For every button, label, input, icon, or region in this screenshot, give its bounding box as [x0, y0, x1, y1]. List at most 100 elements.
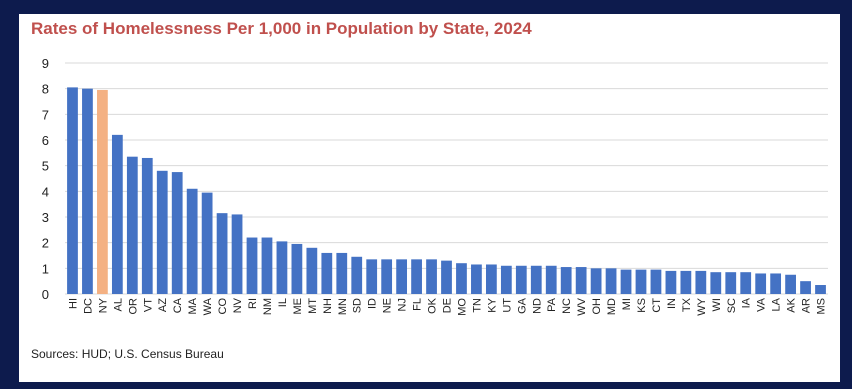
x-tick-label: WY	[696, 297, 708, 315]
x-tick-label: NE	[382, 298, 394, 313]
bar-wv	[575, 267, 587, 294]
bar-ct	[650, 269, 662, 294]
bar-al	[111, 134, 123, 294]
bar-il	[276, 241, 288, 294]
x-tick-label: WV	[576, 297, 588, 315]
x-tick-label: AK	[786, 297, 798, 312]
x-tick-label: AL	[112, 298, 124, 311]
bar-oh	[590, 268, 602, 294]
bar-ma	[186, 188, 198, 294]
y-tick-label: 1	[42, 261, 49, 276]
x-tick-label: RI	[247, 298, 259, 309]
x-tick-label: MA	[187, 297, 199, 314]
x-tick-label: KS	[636, 298, 648, 313]
bar-ak	[785, 274, 796, 294]
bar-ne	[381, 259, 393, 294]
x-tick-label: WI	[711, 298, 723, 311]
y-tick-label: 4	[42, 184, 49, 199]
bar-me	[291, 243, 303, 294]
x-tick-label: VT	[142, 298, 154, 312]
x-tick-label: MT	[307, 298, 319, 314]
x-tick-label: AR	[801, 298, 813, 313]
bar-chart: 0 1 2 3 4 5 6 7 8 9 HI DC NY AL OR VT AZ CA MA WA CO NV RI NM IL…	[42, 56, 828, 316]
x-tick-label: NM	[262, 298, 274, 315]
y-tick-label: 6	[42, 133, 49, 148]
x-tick-label: NC	[561, 298, 573, 314]
x-tick-label: MI	[621, 298, 633, 310]
bar-dc	[82, 88, 93, 295]
bar-az	[156, 170, 168, 294]
bar-va	[755, 273, 767, 294]
y-tick-label: 3	[42, 210, 49, 225]
bar-ok	[426, 259, 437, 294]
x-tick-label: WA	[202, 297, 214, 315]
bar-ga	[515, 265, 527, 294]
bar-in	[665, 270, 677, 294]
bar-co	[216, 213, 228, 294]
bar-sd	[351, 256, 363, 294]
x-tick-label: OK	[427, 297, 439, 314]
bar-ri	[246, 237, 258, 294]
bar-ks	[635, 269, 647, 294]
bar-nc	[560, 267, 572, 294]
bar-sc	[725, 272, 737, 294]
bar-or	[126, 156, 138, 294]
bar-fl	[411, 259, 422, 294]
bar-nv	[231, 214, 243, 294]
x-tick-label: PA	[546, 297, 558, 312]
x-tick-label: UT	[501, 298, 513, 313]
bar-tn	[471, 264, 482, 294]
x-tick-label: NJ	[397, 298, 409, 311]
x-tick-label: IA	[741, 297, 753, 308]
bar-ny	[97, 89, 108, 294]
x-tick-label: ID	[367, 298, 379, 309]
x-tick-label: IL	[277, 298, 289, 307]
x-tick-label: SD	[352, 298, 364, 313]
bar-ca	[171, 172, 183, 294]
bar-wi	[710, 272, 722, 294]
x-tick-label: KY	[486, 297, 498, 312]
x-tick-label: SC	[726, 298, 738, 313]
bar-hi	[67, 87, 78, 294]
source-note: Sources: HUD; U.S. Census Bureau	[31, 347, 224, 361]
bar-vt	[141, 157, 153, 294]
x-tick-label: FL	[412, 298, 424, 311]
x-tick-label: MN	[337, 298, 349, 315]
y-tick-label: 2	[42, 236, 49, 251]
bar-mn	[336, 252, 348, 294]
x-tick-label: MS	[816, 298, 828, 315]
x-tick-label: ND	[531, 298, 543, 314]
y-tick-label: 9	[42, 56, 49, 71]
x-tick-label: ME	[292, 298, 304, 315]
bar-ky	[485, 264, 497, 294]
y-tick-label: 5	[42, 159, 49, 174]
y-tick-label: 7	[42, 107, 49, 122]
bar-ut	[500, 265, 512, 294]
x-tick-label: OR	[127, 298, 139, 315]
x-tick-label: TX	[681, 297, 693, 312]
x-tick-label: LA	[771, 297, 783, 311]
x-tick-label: VA	[756, 297, 768, 312]
bar-ia	[740, 272, 752, 294]
bar-wy	[695, 270, 707, 294]
x-tick-label: AZ	[157, 298, 169, 312]
bar-nm	[261, 237, 273, 294]
y-tick-label: 8	[42, 82, 49, 97]
bar-id	[366, 259, 378, 294]
x-tick-label: CO	[217, 298, 229, 315]
x-tick-label: TN	[471, 298, 483, 313]
x-tick-label: MD	[606, 298, 618, 315]
bar-wa	[201, 192, 213, 294]
x-tick-label: DE	[442, 298, 454, 313]
x-tick-label: IN	[666, 298, 678, 309]
x-tick-label: HI	[67, 298, 79, 309]
bar-pa	[545, 265, 557, 294]
x-tick-label: MO	[456, 298, 468, 316]
y-tick-label: 0	[42, 287, 49, 302]
x-tick-label: NV	[232, 297, 244, 313]
bar-nd	[530, 265, 542, 294]
x-tick-label: DC	[82, 298, 94, 314]
x-tick-label: NY	[97, 297, 109, 313]
bar-la	[770, 273, 782, 294]
x-tick-label: NH	[322, 298, 334, 314]
